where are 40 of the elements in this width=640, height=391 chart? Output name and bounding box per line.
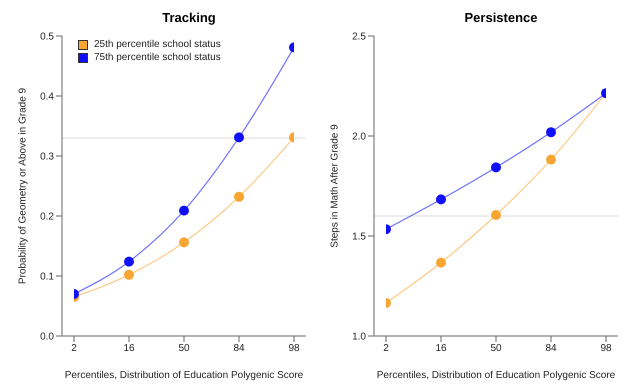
x-tick-label: 98 <box>288 343 300 354</box>
point <box>436 258 446 268</box>
y-tick-label: 0.1 <box>40 272 54 283</box>
y-tick-label: 0.5 <box>40 32 54 43</box>
y-tick-label: 1.5 <box>352 232 366 243</box>
y-tick-label: 0.0 <box>40 332 54 343</box>
point <box>546 127 556 138</box>
point <box>491 162 501 172</box>
y-axis-title: Probability of Geometry or Above in Grade 9 <box>18 87 29 284</box>
x-tick-label: 16 <box>435 343 447 354</box>
point <box>179 206 189 216</box>
point <box>179 237 189 248</box>
point <box>234 192 244 202</box>
point <box>234 132 244 142</box>
x-tick-label: 98 <box>600 343 612 354</box>
y-tick-label: 0.3 <box>40 152 54 163</box>
legend-label: 25th percentile school status <box>94 38 221 51</box>
point <box>124 256 134 267</box>
y-axis-title: Steps in Math After Grade 9 <box>330 124 341 248</box>
chart-title: Persistence <box>464 9 538 27</box>
y-tick-label: 0.2 <box>40 212 54 223</box>
x-tick-label: 16 <box>123 343 135 354</box>
x-tick-label: 50 <box>178 343 190 354</box>
y-tick-label: 2.0 <box>352 132 366 143</box>
y-tick-label: 1.0 <box>352 332 366 343</box>
x-tick-label: 2 <box>71 343 78 354</box>
point <box>124 270 134 280</box>
point <box>491 210 501 220</box>
chart-title: Tracking <box>161 9 217 27</box>
x-axis-title: Percentiles, Distribution of Education Polygenic Score <box>64 370 304 381</box>
legend-label: 75th percentile school status <box>94 51 221 64</box>
point <box>546 154 556 165</box>
x-tick-label: 84 <box>545 343 557 354</box>
point <box>436 194 446 204</box>
x-tick-label: 2 <box>383 343 390 354</box>
y-tick-label: 0.4 <box>40 92 54 103</box>
x-tick-label: 84 <box>233 343 245 354</box>
x-tick-label: 50 <box>490 343 502 354</box>
y-tick-label: 2.5 <box>352 32 366 43</box>
x-axis-title: Percentiles, Distribution of Education Polygenic Score <box>376 370 616 381</box>
